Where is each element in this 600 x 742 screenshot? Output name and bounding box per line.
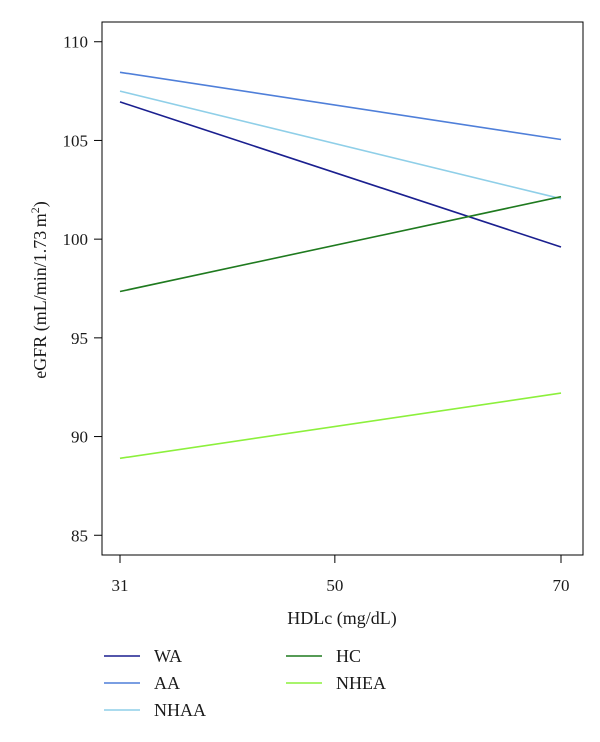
y-axis-title-superscript: 2 — [28, 207, 42, 213]
y-tick-label: 95 — [71, 329, 88, 348]
legend-label-aa: AA — [154, 673, 180, 693]
x-axis-title: HDLc (mg/dL) — [287, 608, 396, 629]
x-tick-label: 70 — [553, 576, 570, 595]
y-axis-title: eGFR (mL/min/1.73 m2) — [28, 201, 51, 379]
x-tick-label: 31 — [112, 576, 129, 595]
legend-label-nhea: NHEA — [336, 673, 386, 693]
series-line-nhaa — [119, 90, 562, 200]
y-tick-label: 90 — [71, 428, 88, 447]
series-line-hc — [119, 195, 562, 293]
y-tick-label: 100 — [63, 230, 89, 249]
legend-label-nhaa: NHAA — [154, 700, 206, 720]
y-axis-title-close: ) — [30, 201, 51, 207]
y-tick-label: 85 — [71, 526, 88, 545]
y-axis-title-main: eGFR (mL/min/1.73 m — [30, 213, 51, 379]
series-line-wa — [119, 101, 562, 248]
legend: WA AA NHAA HC NHEA — [104, 646, 386, 720]
series-line-nhea — [119, 392, 562, 460]
x-tick-label: 50 — [326, 576, 343, 595]
y-tick-label: 110 — [63, 33, 88, 52]
legend-label-wa: WA — [154, 646, 182, 666]
series-lines — [119, 71, 562, 460]
axis-ticks: 85 90 95 100 105 110 31 50 70 — [63, 33, 570, 595]
legend-label-hc: HC — [336, 646, 361, 666]
series-line-aa — [119, 71, 562, 141]
y-tick-label: 105 — [63, 131, 89, 150]
plot-frame — [101, 21, 584, 556]
